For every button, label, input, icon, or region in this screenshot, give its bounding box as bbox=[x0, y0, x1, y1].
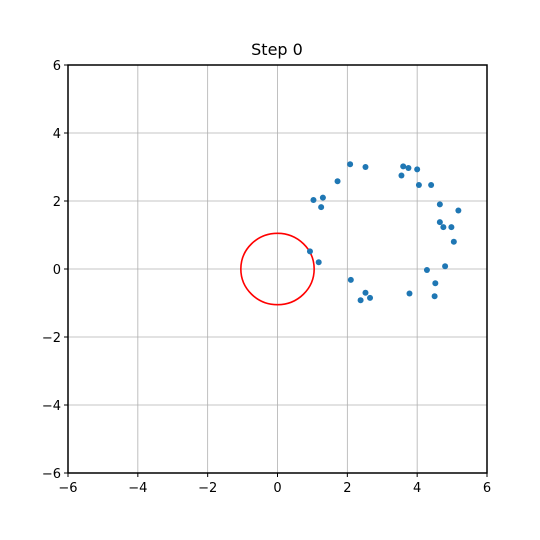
scatter-point bbox=[398, 172, 405, 179]
scatter-point bbox=[310, 196, 317, 203]
axis-ticks: −6 −4 −2 0 2 4 6 −6 −4 −2 0 2 4 6 bbox=[42, 59, 491, 496]
scatter-point bbox=[448, 224, 455, 231]
scatter-point bbox=[357, 297, 364, 304]
scatter-point bbox=[450, 238, 457, 245]
scatter-point bbox=[423, 267, 430, 274]
x-tick-label: 6 bbox=[483, 481, 491, 496]
y-tick-label: −4 bbox=[42, 399, 61, 414]
scatter-point bbox=[432, 280, 439, 287]
red-circle bbox=[240, 232, 315, 306]
x-tick-label: −4 bbox=[128, 481, 147, 496]
scatter-point bbox=[362, 289, 369, 296]
x-tick-label: −6 bbox=[58, 481, 77, 496]
scatter-point bbox=[306, 248, 313, 255]
scatter-point bbox=[442, 263, 449, 270]
x-tick-label: 0 bbox=[273, 481, 281, 496]
y-tick-label: 0 bbox=[53, 263, 61, 278]
scatter-point bbox=[362, 164, 369, 170]
scatter-point bbox=[334, 178, 341, 185]
chart-title: Step 0 bbox=[251, 40, 303, 59]
scatter-point bbox=[431, 293, 438, 300]
y-tick-label: 6 bbox=[53, 59, 61, 74]
scatter-point bbox=[415, 182, 422, 189]
y-tick-label: −2 bbox=[42, 331, 61, 346]
x-tick-label: 4 bbox=[413, 481, 421, 496]
scatter-point bbox=[347, 161, 354, 168]
y-tick-label: 2 bbox=[53, 195, 61, 210]
scatter-point bbox=[347, 276, 354, 283]
scatter-point bbox=[428, 182, 435, 189]
scatter-point bbox=[367, 294, 374, 301]
scatter-point bbox=[440, 224, 447, 231]
scatter-point bbox=[455, 207, 462, 214]
scatter-point bbox=[319, 194, 326, 201]
scatter-point bbox=[436, 201, 443, 208]
scatter-series bbox=[306, 161, 462, 304]
scatter-point bbox=[318, 204, 325, 211]
x-tick-label: 2 bbox=[343, 481, 351, 496]
scatter-point bbox=[436, 219, 443, 226]
scatter-point bbox=[400, 163, 407, 170]
scatter-point bbox=[406, 290, 413, 297]
scatter-point bbox=[405, 165, 412, 172]
scatter-point bbox=[315, 259, 322, 266]
x-tick-label: −2 bbox=[198, 481, 217, 496]
y-tick-label: 4 bbox=[53, 127, 61, 142]
scatter-point bbox=[414, 166, 421, 173]
circle-layer bbox=[240, 232, 315, 306]
y-tick-label: −6 bbox=[42, 467, 61, 482]
